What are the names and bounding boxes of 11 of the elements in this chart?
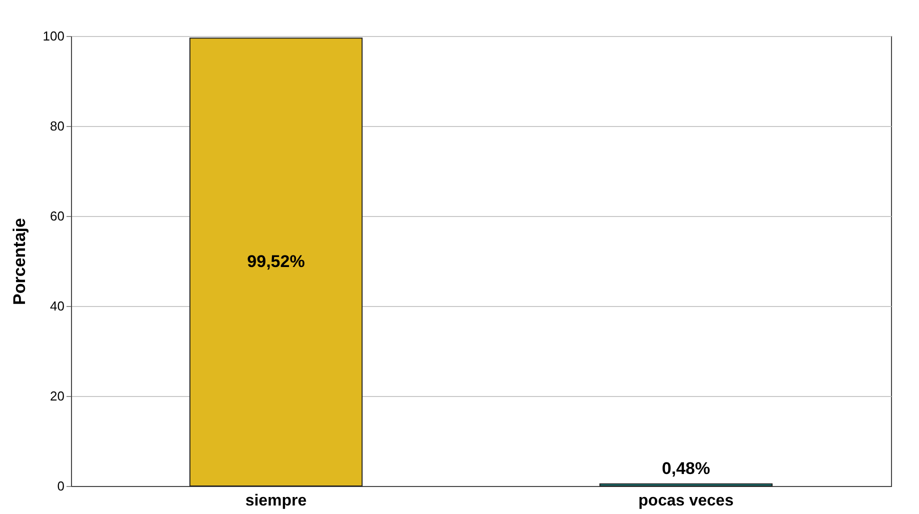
x-tick-label: pocas veces [638,492,734,510]
y-tick-label: 0 [57,478,64,494]
y-tick-label: 80 [50,118,64,134]
y-tick-label: 20 [50,388,64,404]
data-label: 99,52% [247,252,305,272]
data-label: 0,48% [662,458,710,478]
y-tick-label: 60 [50,208,64,224]
y-axis-title: Porcentaje [10,218,29,305]
x-tick-label: siempre [245,492,307,510]
y-tick-label: 40 [50,298,64,314]
y-tick-label: 100 [42,28,64,44]
